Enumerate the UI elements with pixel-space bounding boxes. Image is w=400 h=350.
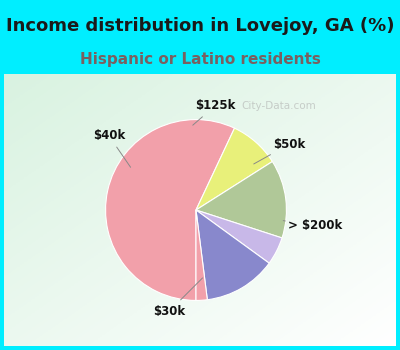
Wedge shape <box>196 210 282 263</box>
Wedge shape <box>106 120 234 300</box>
Text: $40k: $40k <box>93 129 130 167</box>
Text: $125k: $125k <box>193 99 235 125</box>
Text: $30k: $30k <box>153 278 202 317</box>
Text: Income distribution in Lovejoy, GA (%): Income distribution in Lovejoy, GA (%) <box>6 17 394 35</box>
Text: Hispanic or Latino residents: Hispanic or Latino residents <box>80 52 320 67</box>
Text: $50k: $50k <box>254 138 306 164</box>
Text: City-Data.com: City-Data.com <box>241 101 316 111</box>
Wedge shape <box>196 128 272 210</box>
Wedge shape <box>196 162 286 238</box>
Wedge shape <box>196 210 207 300</box>
Text: > $200k: > $200k <box>283 219 342 232</box>
Wedge shape <box>196 210 269 300</box>
